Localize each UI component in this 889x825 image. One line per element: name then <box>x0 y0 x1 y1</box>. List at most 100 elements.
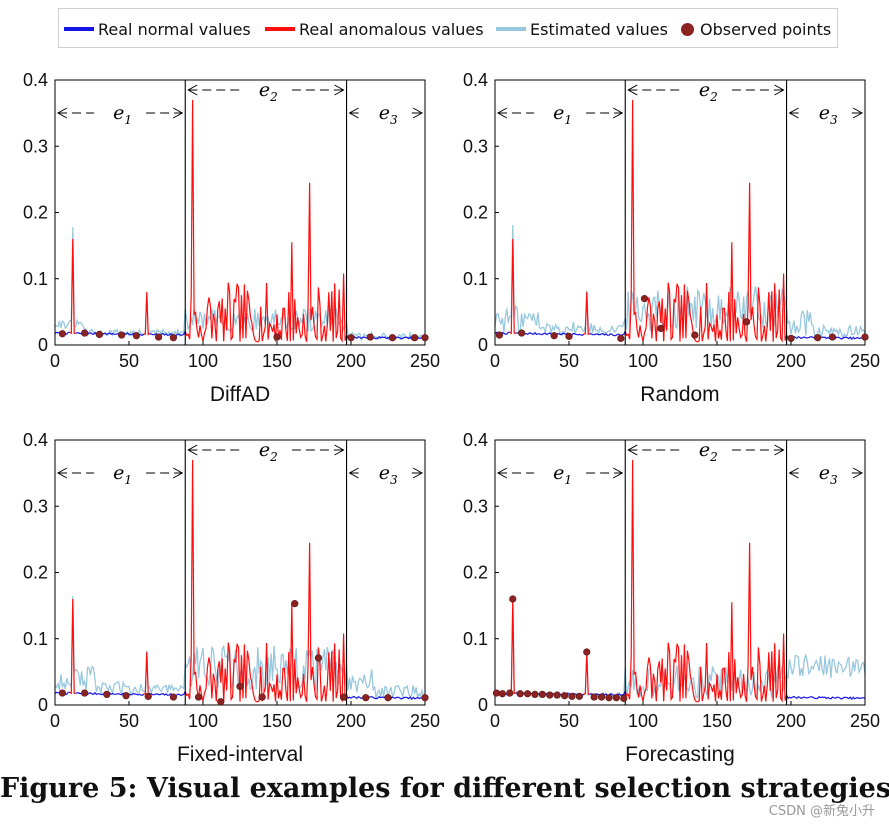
x-tick-label: 100 <box>628 711 658 731</box>
observed-point <box>531 690 539 699</box>
observed-point <box>640 295 649 303</box>
segment-arrowhead-left <box>187 444 198 456</box>
observed-point <box>560 692 569 700</box>
y-tick-label: 0 <box>478 695 488 715</box>
observed-point <box>388 334 397 342</box>
x-tick-label: 100 <box>188 351 218 371</box>
estimated-series-line <box>54 595 426 700</box>
observed-point <box>657 324 665 333</box>
x-tick-label: 200 <box>336 351 366 371</box>
observed-point <box>590 693 598 701</box>
x-tick-label: 150 <box>702 711 732 731</box>
observed-point <box>495 331 504 339</box>
observed-point <box>194 693 203 701</box>
real-anomalous-line <box>624 99 788 343</box>
segment-arrowhead-right <box>612 107 624 119</box>
observed-point <box>523 690 532 698</box>
y-tick-label: 0 <box>478 335 488 355</box>
y-tick-label: 0.4 <box>463 430 488 450</box>
segment-arrowhead-left <box>348 107 359 119</box>
observed-point <box>103 690 111 699</box>
x-tick-label: 150 <box>262 711 292 731</box>
segment-label-subscript: 2 <box>709 90 718 104</box>
y-tick-label: 0.2 <box>23 203 48 223</box>
x-tick-label: 50 <box>119 351 139 371</box>
observed-point <box>546 691 554 699</box>
y-tick-label: 0.1 <box>463 629 488 649</box>
segment-label-subscript: 1 <box>564 113 572 127</box>
x-tick-label: 0 <box>50 711 60 731</box>
segment-arrowhead-left <box>788 107 799 119</box>
y-tick-label: 0.1 <box>23 269 48 289</box>
x-tick-label: 200 <box>776 351 806 371</box>
observed-point <box>362 694 370 702</box>
observed-point <box>617 334 625 342</box>
watermark-text: CSDN @新兔小升 <box>768 804 875 819</box>
observed-point <box>814 334 822 342</box>
observed-point <box>516 690 524 698</box>
segment-arrowhead-left <box>187 84 198 96</box>
segment-arrowhead-right <box>852 107 864 119</box>
real-normal-line <box>589 331 626 337</box>
observed-point <box>742 318 751 326</box>
observed-point <box>612 694 620 702</box>
real-normal-line <box>149 331 186 337</box>
segment-arrowhead-right <box>412 467 424 479</box>
x-tick-label: 250 <box>850 351 880 371</box>
segment-label-subscript: 3 <box>390 113 398 127</box>
real-anomalous-line <box>583 651 590 696</box>
segment-label: e2 <box>699 439 718 464</box>
observed-point <box>620 694 628 702</box>
observed-point <box>95 330 103 339</box>
real-anomalous-line <box>583 291 590 336</box>
y-tick-label: 0.2 <box>463 203 488 223</box>
x-tick-label: 250 <box>410 351 440 371</box>
segment-arrowhead-right <box>412 107 424 119</box>
real-anomalous-line <box>509 598 516 695</box>
observed-point <box>506 689 514 697</box>
observed-point <box>236 682 244 691</box>
real-anomalous-line <box>509 238 516 335</box>
segment-arrowhead-left <box>496 107 508 119</box>
x-tick-label: 150 <box>702 351 732 371</box>
segment-label-subscript: 1 <box>124 113 132 127</box>
observed-point <box>217 698 225 706</box>
y-tick-label: 0.1 <box>463 269 488 289</box>
real-normal-line <box>786 334 866 341</box>
legend-estimated-swatch <box>496 27 526 31</box>
legend-real-anomalous-swatch <box>265 27 295 31</box>
real-anomalous-line <box>143 291 150 336</box>
real-anomalous-line <box>69 238 76 335</box>
y-tick-label: 0.4 <box>23 70 48 90</box>
observed-point <box>828 333 837 341</box>
x-tick-label: 150 <box>262 351 292 371</box>
y-tick-label: 0.3 <box>463 496 488 516</box>
segment-label-subscript: 3 <box>390 473 398 487</box>
panel-title: Forecasting <box>625 743 735 766</box>
observed-point <box>583 648 591 656</box>
y-tick-label: 0.4 <box>23 430 48 450</box>
observed-point <box>550 332 558 340</box>
observed-point <box>144 692 152 700</box>
segment-arrowhead-right <box>172 467 184 479</box>
panel-title: Random <box>640 383 719 406</box>
observed-point <box>80 689 89 697</box>
estimated-series-line <box>494 224 866 341</box>
segment-arrowhead-right <box>612 467 624 479</box>
real-anomalous-line <box>184 99 348 343</box>
segment-label-subscript: 2 <box>269 450 278 464</box>
segment-arrowhead-left <box>56 467 68 479</box>
y-tick-label: 0.4 <box>463 70 488 90</box>
x-tick-label: 0 <box>50 351 60 371</box>
segment-arrowhead-left <box>348 467 359 479</box>
observed-point <box>273 333 281 341</box>
plot-frame <box>494 439 866 706</box>
segment-label-subscript: 3 <box>830 113 838 127</box>
observed-point <box>155 333 163 341</box>
figure-caption: Figure 5: Visual examples for different … <box>0 773 889 804</box>
segment-label-subscript: 1 <box>564 473 572 487</box>
observed-point <box>169 334 177 342</box>
y-tick-label: 0.2 <box>23 563 48 583</box>
observed-point <box>169 693 177 701</box>
